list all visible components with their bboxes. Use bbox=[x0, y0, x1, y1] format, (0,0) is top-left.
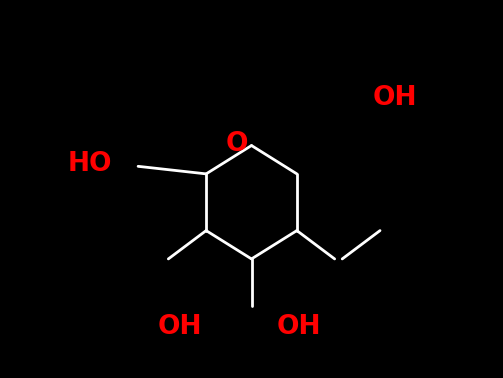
Text: OH: OH bbox=[157, 314, 202, 340]
Text: OH: OH bbox=[277, 314, 321, 340]
Text: OH: OH bbox=[373, 85, 417, 111]
Text: O: O bbox=[226, 131, 248, 156]
Text: HO: HO bbox=[67, 152, 112, 177]
